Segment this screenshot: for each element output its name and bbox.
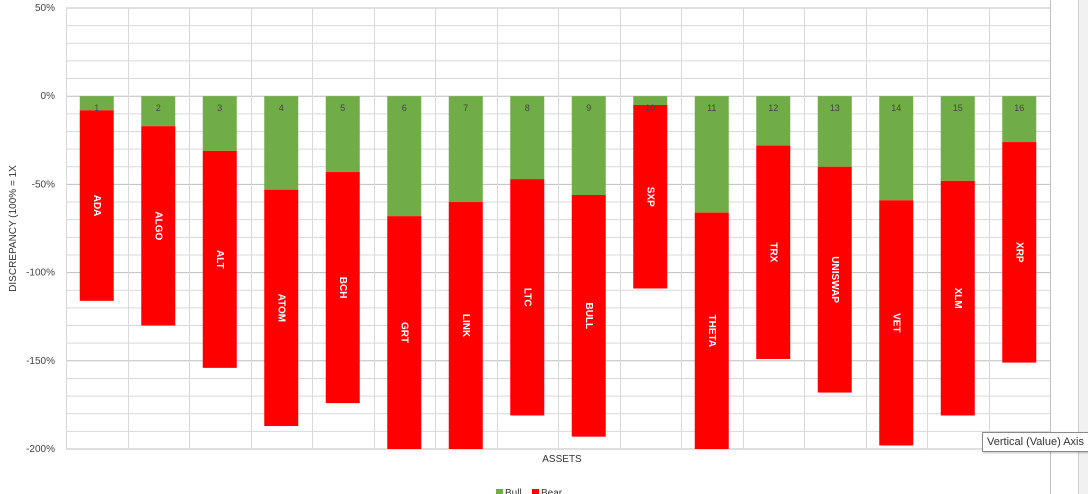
bar-asset-label: ADA — [91, 195, 102, 217]
legend-swatch — [532, 489, 539, 494]
bear-bar[interactable] — [571, 194, 606, 437]
chart-area-border — [1050, 0, 1051, 494]
legend-label: Bear — [541, 488, 563, 494]
bar-number-label: 12 — [768, 103, 778, 113]
bar-number-label: 8 — [525, 103, 530, 113]
bull-bar[interactable] — [756, 96, 791, 146]
bear-bar[interactable] — [387, 216, 422, 449]
bar-asset-label: SXP — [645, 187, 656, 207]
legend-swatch — [496, 489, 503, 494]
y-axis-title: DISCREPANCY (100% = 1X — [8, 165, 19, 292]
bull-bar[interactable] — [1002, 96, 1037, 143]
bar-number-label: 16 — [1014, 103, 1024, 113]
y-tick-label: -150% — [26, 356, 55, 367]
bull-bar[interactable] — [879, 96, 914, 201]
bar-asset-label: GRT — [399, 322, 410, 343]
bar-number-label: 5 — [340, 103, 345, 113]
y-tick-label: -50% — [32, 179, 55, 190]
y-tick-label: -200% — [26, 444, 55, 455]
bear-bar[interactable] — [940, 180, 975, 416]
bar-number-label: 15 — [953, 103, 963, 113]
bear-bar[interactable] — [510, 179, 545, 416]
bar-number-label: 7 — [463, 103, 468, 113]
bear-bar[interactable] — [79, 110, 114, 301]
bull-bar[interactable] — [387, 96, 422, 217]
legend-label: Bull — [505, 488, 522, 494]
bull-bar[interactable] — [694, 96, 729, 213]
bar-asset-label: ALGO — [153, 211, 164, 240]
bear-bar[interactable] — [325, 172, 360, 404]
bear-bar[interactable] — [633, 105, 668, 289]
vertical-scrollbar[interactable] — [1078, 0, 1088, 494]
bar-number-label: 10 — [645, 103, 655, 113]
bar-number-label: 2 — [156, 103, 161, 113]
bar-number-label: 13 — [830, 103, 840, 113]
x-axis-title: ASSETS — [542, 454, 582, 465]
bull-bar[interactable] — [264, 96, 299, 190]
bar-number-label: 3 — [217, 103, 222, 113]
bull-bar[interactable] — [79, 96, 114, 111]
bear-bar[interactable] — [694, 212, 729, 449]
bull-bar[interactable] — [510, 96, 545, 180]
bull-bar[interactable] — [448, 96, 483, 203]
y-tick-label: 50% — [35, 3, 55, 14]
bar-asset-label: BCH — [337, 277, 348, 299]
bar-number-label: 1 — [94, 103, 99, 113]
bar-number-label: 11 — [707, 103, 716, 113]
bar-asset-label: LTC — [522, 288, 533, 307]
axis-tooltip: Vertical (Value) Axis — [982, 432, 1088, 452]
bar-asset-label: XRP — [1014, 242, 1025, 263]
bar-asset-label: VET — [891, 313, 902, 332]
y-tick-label: -100% — [26, 268, 55, 279]
bar-number-label: 6 — [402, 103, 407, 113]
bar-asset-label: THETA — [706, 315, 717, 348]
bull-bar[interactable] — [141, 96, 176, 127]
bear-bar[interactable] — [202, 150, 237, 368]
bar-number-label: 4 — [279, 103, 284, 113]
bar-asset-label: BULL — [583, 302, 594, 329]
bear-bar[interactable] — [817, 166, 852, 393]
bar-number-label: 14 — [891, 103, 901, 113]
bear-bar[interactable] — [448, 202, 483, 449]
bar-asset-label: XLM — [952, 288, 963, 309]
bar-asset-label: UNISWAP — [829, 256, 840, 303]
bull-bar[interactable] — [325, 96, 360, 173]
bear-bar[interactable] — [756, 145, 791, 360]
bar-number-label: 9 — [586, 103, 591, 113]
bear-bar[interactable] — [1002, 142, 1037, 363]
bar-asset-label: LINK — [460, 314, 471, 338]
bar-asset-label: TRX — [768, 242, 779, 262]
bear-bar[interactable] — [264, 189, 299, 427]
y-tick-label: 0% — [41, 91, 56, 102]
bear-bar[interactable] — [141, 126, 176, 326]
bar-asset-label: ATOM — [276, 294, 287, 323]
bull-bar[interactable] — [571, 96, 606, 195]
bull-bar[interactable] — [202, 96, 237, 151]
bull-bar[interactable] — [940, 96, 975, 181]
bear-bar[interactable] — [879, 200, 914, 446]
bull-bar[interactable] — [817, 96, 852, 167]
bull-bar[interactable] — [633, 96, 668, 106]
bar-asset-label: ALT — [214, 250, 225, 269]
